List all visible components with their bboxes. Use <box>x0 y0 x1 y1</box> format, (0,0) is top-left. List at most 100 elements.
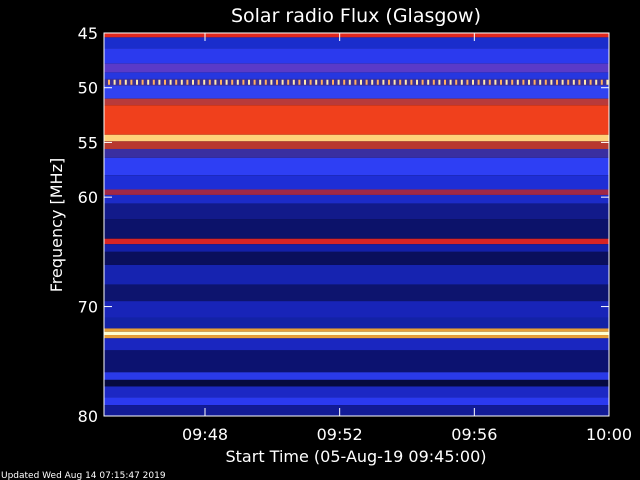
band-dot <box>438 79 441 85</box>
y-tick-label: 60 <box>78 188 98 207</box>
band-dot <box>220 79 222 85</box>
x-tick-label: 09:56 <box>451 425 497 444</box>
band-dot <box>516 79 519 85</box>
band-dot <box>304 79 306 85</box>
band-dot <box>292 79 295 85</box>
band-dot <box>354 79 357 85</box>
heatmap-band-10 <box>104 141 609 149</box>
band-dot <box>494 79 497 85</box>
heatmap-band-8 <box>104 105 609 135</box>
band-dot <box>108 79 110 85</box>
band-dot <box>298 79 301 85</box>
band-dot <box>337 79 340 85</box>
x-tick-label: 09:52 <box>317 425 363 444</box>
band-dot <box>248 79 250 85</box>
heatmap-band-32 <box>104 386 609 398</box>
band-dot <box>141 79 144 85</box>
heatmap-band-16 <box>104 203 609 220</box>
band-dot <box>360 79 362 85</box>
band-dot <box>483 79 486 85</box>
band-dot <box>511 79 514 85</box>
band-dot <box>152 79 155 85</box>
heatmap-band-23 <box>104 301 609 318</box>
band-dot <box>449 79 452 85</box>
band-dot <box>528 79 530 85</box>
band-dot <box>606 79 609 85</box>
heatmap-band-9 <box>104 134 609 142</box>
y-axis: 45 50 55 60 70 80 <box>78 24 609 426</box>
band-dot <box>432 79 435 85</box>
heatmap-band-3 <box>104 63 609 73</box>
dotted-interference-band <box>108 79 609 85</box>
x-tick-label: 10:00 <box>586 425 632 444</box>
band-dot <box>388 79 390 85</box>
band-dot <box>124 79 127 85</box>
band-dot <box>192 79 194 85</box>
heatmap-band-4 <box>104 72 609 79</box>
band-dot <box>533 79 536 85</box>
band-dot <box>567 79 570 85</box>
band-dot <box>421 79 424 85</box>
heatmap-band-24 <box>104 317 609 329</box>
heatmap-band-25 <box>104 328 609 332</box>
band-dot <box>169 79 172 85</box>
band-dot <box>376 79 379 85</box>
band-dot <box>427 79 430 85</box>
band-dot <box>203 79 206 85</box>
band-dot <box>332 79 334 85</box>
heatmap-band-33 <box>104 397 609 406</box>
heatmap-band-22 <box>104 284 609 302</box>
heatmap-band-2 <box>104 48 609 64</box>
heatmap-band-1 <box>104 37 609 49</box>
band-dot <box>539 79 542 85</box>
band-dot <box>326 79 329 85</box>
band-dot <box>477 79 480 85</box>
band-dot <box>556 79 558 85</box>
heatmap-band-5 <box>104 78 609 86</box>
band-dot <box>113 79 116 85</box>
band-dot <box>595 79 598 85</box>
band-dot <box>242 79 245 85</box>
band-dot <box>584 79 586 85</box>
band-dot <box>343 79 346 85</box>
heatmap-area <box>104 33 609 416</box>
heatmap-band-27 <box>104 335 609 339</box>
band-dot <box>561 79 564 85</box>
y-tick-label: 70 <box>78 298 98 317</box>
band-dot <box>276 79 278 85</box>
band-dot <box>393 79 396 85</box>
heatmap-band-31 <box>104 379 609 387</box>
band-dot <box>175 79 178 85</box>
heatmap-band-17 <box>104 219 609 239</box>
heatmap-band-13 <box>104 175 609 190</box>
band-dot <box>371 79 374 85</box>
band-dot <box>444 79 446 85</box>
heatmap-band-34 <box>104 405 609 416</box>
band-dot <box>348 79 351 85</box>
band-dot <box>472 79 474 85</box>
y-tick-label: 55 <box>78 133 98 152</box>
heatmap-band-12 <box>104 157 609 176</box>
x-axis: 09:48 09:52 09:56 10:00 <box>182 33 632 444</box>
band-dot <box>399 79 402 85</box>
heatmap-band-14 <box>104 189 609 195</box>
band-dot <box>214 79 217 85</box>
band-dot <box>136 79 138 85</box>
band-dot <box>365 79 368 85</box>
band-dot <box>158 79 161 85</box>
heatmap-band-15 <box>104 194 609 204</box>
band-dot <box>505 79 508 85</box>
band-dot <box>410 79 413 85</box>
heatmap-band-18 <box>104 238 609 245</box>
heatmap-band-30 <box>104 372 609 380</box>
band-dot <box>309 79 312 85</box>
x-tick-label: 09:48 <box>182 425 228 444</box>
band-dot <box>544 79 547 85</box>
heatmap-band-7 <box>104 98 609 106</box>
heatmap-band-6 <box>104 85 609 99</box>
band-dot <box>281 79 284 85</box>
band-dot <box>600 79 603 85</box>
band-dot <box>404 79 407 85</box>
band-dot <box>259 79 262 85</box>
band-dot <box>225 79 228 85</box>
